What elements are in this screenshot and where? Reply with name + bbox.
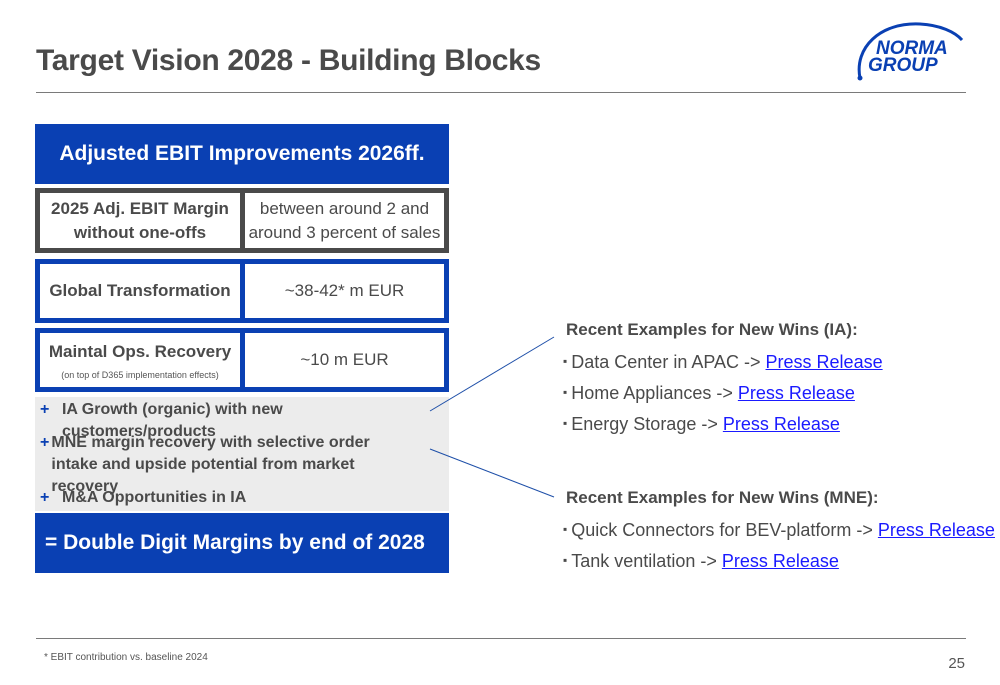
growth-levers-box <box>35 397 449 511</box>
plus-item-label: M&A Opportunities in IA <box>62 489 247 506</box>
page-number: 25 <box>948 655 965 672</box>
page-title: Target Vision 2028 - Building Blocks <box>36 44 541 77</box>
mne-win-item: ▪ Quick Connectors for BEV-platform -> Pr… <box>563 520 995 541</box>
ebit-improvements-header: Adjusted EBIT Improvements 2026ff. <box>35 124 449 184</box>
header-divider <box>36 92 966 93</box>
mne-win-item: ▪ Tank ventilation -> Press Release <box>563 551 839 572</box>
press-release-link[interactable]: Press Release <box>765 352 883 372</box>
bullet-icon: ▪ <box>563 385 568 399</box>
global-transformation-label: Global Transformation <box>49 281 231 300</box>
plus-item-ia-growth: + IA Growth (organic) with new customers… <box>40 399 440 443</box>
ebit-margin-label: 2025 Adj. EBIT Margin without one-offs <box>51 198 229 242</box>
ia-win-text: Energy Storage -> <box>571 414 723 434</box>
footer-divider <box>36 638 966 639</box>
ebit-margin-value: between around 2 and around 3 percent of… <box>248 198 441 242</box>
footnote: * EBIT contribution vs. baseline 2024 <box>44 652 208 663</box>
bullet-icon: ▪ <box>563 416 568 430</box>
mne-win-text: Tank ventilation -> <box>571 551 722 571</box>
bullet-icon: ▪ <box>563 522 568 536</box>
logo-line2: GROUP <box>868 55 938 76</box>
plus-icon: + <box>40 401 50 418</box>
maintal-ops-row: Maintal Ops. Recovery (on top of D365 im… <box>35 328 449 392</box>
plus-item-ma: + M&A Opportunities in IA <box>40 487 440 509</box>
double-digit-margins-banner: = Double Digit Margins by end of 2028 <box>35 513 449 573</box>
maintal-ops-label: Maintal Ops. Recovery <box>48 342 232 361</box>
norma-group-logo: NORMA GROUP <box>857 22 964 81</box>
bullet-icon: ▪ <box>563 553 568 567</box>
logo-line1: NORMA <box>876 38 948 59</box>
ia-win-text: Home Appliances -> <box>571 383 738 403</box>
mne-win-text: Quick Connectors for BEV-platform -> <box>571 520 878 540</box>
ia-win-item: ▪ Energy Storage -> Press Release <box>563 414 840 435</box>
ebit-margin-row: 2025 Adj. EBIT Margin without one-offs b… <box>35 188 449 253</box>
press-release-link[interactable]: Press Release <box>721 551 839 571</box>
plus-item-mne-margin: + MNE margin recovery with selective ord… <box>40 432 412 498</box>
ia-win-item: ▪ Data Center in APAC -> Press Release <box>563 352 883 373</box>
mne-wins-heading: Recent Examples for New Wins (MNE): <box>566 488 879 507</box>
global-transformation-value: ~38-42* m EUR <box>284 281 405 300</box>
ia-win-text: Data Center in APAC -> <box>571 352 766 372</box>
plus-icon: + <box>40 489 50 506</box>
maintal-ops-note: (on top of D365 implementation effects) <box>61 370 219 380</box>
press-release-link[interactable]: Press Release <box>722 414 840 434</box>
maintal-ops-value: ~10 m EUR <box>300 350 389 369</box>
press-release-link[interactable]: Press Release <box>737 383 855 403</box>
global-transformation-row: Global Transformation ~38-42* m EUR <box>35 259 449 323</box>
ia-win-item: ▪ Home Appliances -> Press Release <box>563 383 855 404</box>
plus-icon: + <box>40 434 50 451</box>
plus-item-label: MNE margin recovery with selective order… <box>51 434 370 495</box>
ia-wins-heading: Recent Examples for New Wins (IA): <box>566 320 858 339</box>
press-release-link[interactable]: Press Release <box>877 520 995 540</box>
plus-item-label: IA Growth (organic) with new customers/p… <box>61 401 283 440</box>
bullet-icon: ▪ <box>563 354 568 368</box>
